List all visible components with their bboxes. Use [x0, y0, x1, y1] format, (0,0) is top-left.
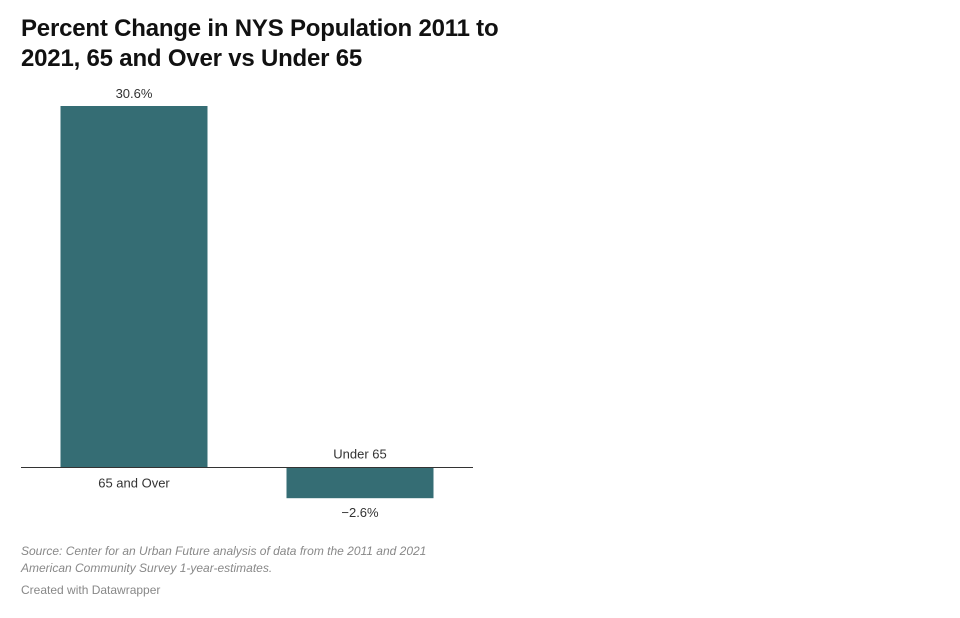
bar-under-65 — [286, 467, 434, 499]
chart-title: Percent Change in NYS Population 2011 to… — [21, 15, 499, 72]
bars-layer — [60, 106, 434, 499]
source-note: Source: Center for an Urban Future analy… — [21, 544, 427, 575]
labels-layer: 30.6% 65 and Over −2.6% Under 65 — [98, 86, 387, 520]
credit-link[interactable]: Created with Datawrapper — [21, 583, 161, 597]
bar-65-and-over — [60, 106, 208, 468]
category-label-under-65: Under 65 — [333, 447, 386, 462]
value-label-65-and-over: 30.6% — [116, 86, 153, 101]
value-label-under-65: −2.6% — [341, 505, 379, 520]
category-label-65-and-over: 65 and Over — [98, 476, 170, 491]
